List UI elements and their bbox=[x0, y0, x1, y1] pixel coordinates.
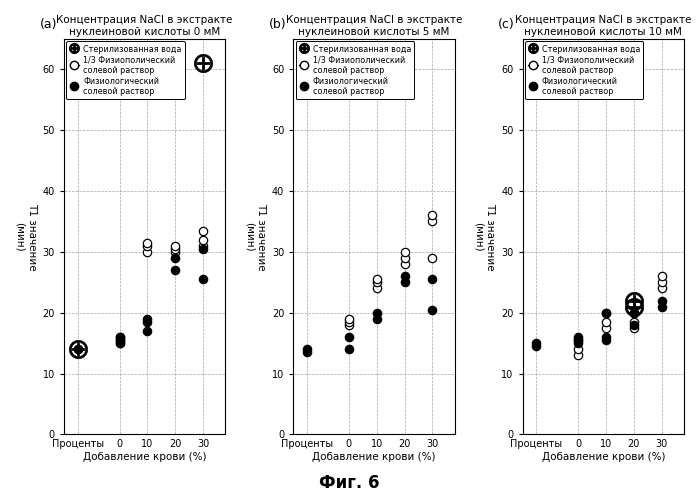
Point bbox=[399, 248, 410, 256]
Point bbox=[198, 236, 209, 244]
Text: Фиг. 6: Фиг. 6 bbox=[319, 474, 380, 492]
X-axis label: Добавление крови (%): Добавление крови (%) bbox=[83, 452, 206, 462]
Point bbox=[371, 275, 382, 283]
Point bbox=[628, 318, 640, 326]
Point bbox=[198, 227, 209, 235]
Point bbox=[427, 306, 438, 314]
Point bbox=[399, 278, 410, 286]
Point bbox=[371, 309, 382, 317]
Point bbox=[600, 309, 612, 317]
Point bbox=[399, 260, 410, 268]
Point bbox=[628, 303, 640, 311]
Point bbox=[600, 318, 612, 326]
Point bbox=[531, 342, 542, 350]
Point bbox=[371, 278, 382, 286]
Y-axis label: Т1 значение
(мин): Т1 значение (мин) bbox=[15, 203, 36, 270]
Point bbox=[142, 327, 153, 335]
Point bbox=[600, 324, 612, 332]
Point bbox=[170, 254, 181, 262]
Point bbox=[198, 245, 209, 253]
Point bbox=[572, 339, 584, 347]
Point bbox=[628, 321, 640, 329]
Point bbox=[343, 315, 354, 323]
Point bbox=[170, 266, 181, 274]
Point bbox=[572, 336, 584, 344]
Point bbox=[399, 272, 410, 280]
Point bbox=[531, 339, 542, 347]
Point bbox=[142, 318, 153, 326]
Point bbox=[656, 303, 668, 311]
Point bbox=[343, 333, 354, 341]
Point bbox=[301, 345, 312, 353]
Point bbox=[600, 333, 612, 341]
Point bbox=[572, 333, 584, 341]
Point bbox=[399, 254, 410, 262]
Point bbox=[170, 242, 181, 249]
Point bbox=[572, 336, 584, 344]
Point bbox=[343, 321, 354, 329]
Point bbox=[656, 297, 668, 305]
X-axis label: Добавление крови (%): Добавление крови (%) bbox=[312, 452, 435, 462]
Text: (c): (c) bbox=[498, 18, 515, 31]
Y-axis label: Т1 значение
(мин): Т1 значение (мин) bbox=[245, 203, 266, 270]
Point bbox=[343, 345, 354, 353]
Point bbox=[371, 284, 382, 292]
X-axis label: Добавление крови (%): Добавление крови (%) bbox=[542, 452, 665, 462]
Point bbox=[427, 275, 438, 283]
Point bbox=[572, 351, 584, 359]
Point bbox=[628, 297, 640, 305]
Point bbox=[114, 339, 125, 347]
Point bbox=[656, 278, 668, 286]
Text: (b): (b) bbox=[269, 18, 287, 31]
Point bbox=[114, 333, 125, 341]
Point bbox=[628, 309, 640, 317]
Point bbox=[142, 239, 153, 247]
Point bbox=[628, 309, 640, 317]
Point bbox=[343, 318, 354, 326]
Title: Концентрация NaCl в экстракте
нуклеиновой кислоты 10 мМ: Концентрация NaCl в экстракте нуклеиново… bbox=[515, 15, 691, 37]
Point bbox=[114, 339, 125, 347]
Point bbox=[628, 324, 640, 332]
Point bbox=[72, 345, 83, 353]
Point bbox=[114, 336, 125, 344]
Point bbox=[301, 348, 312, 356]
Title: Концентрация NaCl в экстракте
нуклеиновой кислоты 0 мМ: Концентрация NaCl в экстракте нуклеиново… bbox=[57, 15, 233, 37]
Legend: Стерилизованная вода, 1/3 Физиополический
солевой раствор, Физиологический
солев: Стерилизованная вода, 1/3 Физиополически… bbox=[296, 41, 414, 99]
Point bbox=[371, 315, 382, 323]
Point bbox=[656, 284, 668, 292]
Legend: Стерилизованная вода, 1/3 Физиополический
солевой раствор, Физиологический
солев: Стерилизованная вода, 1/3 Физиополически… bbox=[525, 41, 644, 99]
Legend: Стерилизованная вода, 1/3 Физиополический
солевой раствор, Физиологический
солев: Стерилизованная вода, 1/3 Физиополически… bbox=[66, 41, 185, 99]
Point bbox=[198, 275, 209, 283]
Point bbox=[427, 254, 438, 262]
Point bbox=[170, 248, 181, 256]
Point bbox=[198, 59, 209, 67]
Point bbox=[600, 309, 612, 317]
Point bbox=[656, 272, 668, 280]
Title: Концентрация NaCl в экстракте
нуклеиновой кислоты 5 мМ: Концентрация NaCl в экстракте нуклеиново… bbox=[286, 15, 462, 37]
Y-axis label: Т1 значение
(мин): Т1 значение (мин) bbox=[474, 203, 495, 270]
Point bbox=[142, 242, 153, 249]
Point bbox=[600, 336, 612, 344]
Point bbox=[427, 217, 438, 225]
Point bbox=[114, 336, 125, 344]
Point bbox=[114, 333, 125, 341]
Point bbox=[142, 315, 153, 323]
Point bbox=[427, 211, 438, 219]
Point bbox=[72, 345, 83, 353]
Text: (a): (a) bbox=[40, 18, 57, 31]
Point bbox=[142, 248, 153, 256]
Point bbox=[198, 242, 209, 249]
Point bbox=[72, 345, 83, 353]
Point bbox=[572, 345, 584, 353]
Point bbox=[170, 245, 181, 253]
